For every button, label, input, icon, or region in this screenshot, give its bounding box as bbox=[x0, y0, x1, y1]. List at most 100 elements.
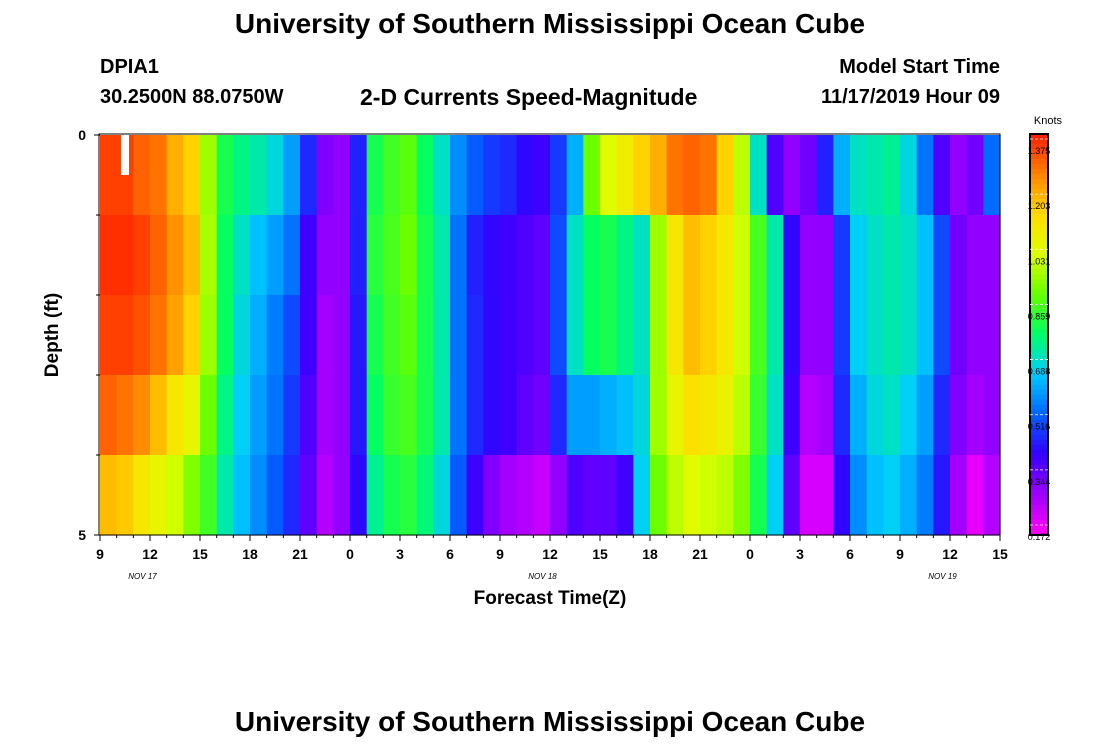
heatmap-cell bbox=[100, 215, 118, 296]
heatmap-cell bbox=[583, 455, 601, 536]
heatmap-cell bbox=[533, 295, 551, 376]
colorbar-segment bbox=[1030, 504, 1048, 511]
colorbar-segment bbox=[1030, 529, 1048, 536]
heatmap-cell bbox=[333, 215, 351, 296]
heatmap-cell bbox=[216, 375, 234, 456]
colorbar-segment bbox=[1030, 229, 1048, 235]
heatmap-cell bbox=[316, 455, 334, 536]
heatmap-cell bbox=[533, 375, 551, 456]
colorbar-segment bbox=[1030, 349, 1048, 356]
heatmap-cell bbox=[766, 295, 784, 376]
heatmap-cell bbox=[700, 135, 718, 216]
heatmap-cell bbox=[883, 135, 901, 216]
heatmap-cell bbox=[266, 375, 284, 456]
heatmap-cell bbox=[950, 375, 968, 456]
heatmap-cell bbox=[450, 135, 468, 216]
heatmap-cell bbox=[416, 135, 434, 216]
x-tick-label: 3 bbox=[396, 546, 404, 562]
heatmap-cell bbox=[516, 135, 534, 216]
heatmap-cell bbox=[883, 455, 901, 536]
heatmap-cell bbox=[816, 375, 834, 456]
heatmap-cell bbox=[383, 295, 401, 376]
heatmap-cell bbox=[733, 375, 751, 456]
colorbar-segment bbox=[1030, 514, 1048, 521]
colorbar-segment bbox=[1030, 174, 1048, 180]
heatmap-cell bbox=[683, 375, 701, 456]
heatmap-cell bbox=[483, 215, 501, 296]
heatmap-cell bbox=[416, 455, 434, 536]
date-label: NOV 17 bbox=[128, 572, 157, 581]
heatmap-cell bbox=[766, 135, 784, 216]
heatmap-cell bbox=[983, 215, 1001, 296]
colorbar-segment bbox=[1030, 429, 1048, 436]
heatmap-cell bbox=[800, 375, 818, 456]
heatmap-cell bbox=[216, 135, 234, 216]
colorbar-segment bbox=[1030, 234, 1048, 240]
heatmap-cell bbox=[900, 135, 918, 216]
heatmap-cell bbox=[350, 135, 368, 216]
heatmap-cell bbox=[500, 215, 518, 296]
heatmap-cell bbox=[783, 295, 801, 376]
station-coordinates: 30.2500N 88.0750W bbox=[100, 86, 284, 108]
heatmap-cell bbox=[683, 215, 701, 296]
heatmap-cell bbox=[200, 295, 218, 376]
heatmap-cell bbox=[183, 375, 201, 456]
heatmap-cell bbox=[650, 375, 668, 456]
heatmap-cell bbox=[700, 215, 718, 296]
heatmap-cell bbox=[600, 455, 618, 536]
heatmap-cell bbox=[833, 375, 851, 456]
x-tick-label: 15 bbox=[992, 546, 1008, 562]
heatmap-cell bbox=[183, 135, 201, 216]
heatmap-cell bbox=[666, 455, 684, 536]
heatmap-cell bbox=[250, 375, 268, 456]
colorbar-segment bbox=[1030, 304, 1048, 311]
heatmap-cell bbox=[116, 455, 134, 536]
colorbar-segment bbox=[1030, 244, 1048, 250]
heatmap-cell bbox=[100, 295, 118, 376]
colorbar-segment bbox=[1030, 314, 1048, 321]
heatmap-cell bbox=[800, 295, 818, 376]
heatmap-cell bbox=[416, 215, 434, 296]
heatmap-cell bbox=[683, 135, 701, 216]
axis-ticks: 9 12 15 18 21 0 3 6 9 12 15 18 21 0 3 6 9 12 15 NOV 17 NOV 1… bbox=[78, 127, 1008, 581]
colorbar-segment bbox=[1030, 354, 1048, 361]
colorbar-tick-label: 1.375 bbox=[1028, 146, 1051, 156]
heatmap-cell bbox=[266, 135, 284, 216]
heatmap-cell bbox=[200, 455, 218, 536]
heatmap-cell bbox=[916, 375, 934, 456]
heatmap-cell bbox=[516, 455, 534, 536]
colorbar-segment bbox=[1030, 409, 1048, 416]
heatmap-cell bbox=[183, 215, 201, 296]
missing-data-mark bbox=[121, 135, 129, 175]
heatmap-cell bbox=[483, 135, 501, 216]
colorbar-segment bbox=[1030, 199, 1048, 205]
heatmap-cell bbox=[433, 135, 451, 216]
heatmap-cell bbox=[466, 375, 484, 456]
heatmap-cell bbox=[366, 135, 384, 216]
heatmap-cell bbox=[650, 135, 668, 216]
colorbar-segment bbox=[1030, 214, 1048, 220]
heatmap-cell bbox=[383, 135, 401, 216]
heatmap-cell bbox=[816, 215, 834, 296]
heatmap-cell bbox=[600, 375, 618, 456]
station-id: DPIA1 bbox=[100, 56, 159, 78]
heatmap-cell bbox=[533, 215, 551, 296]
heatmap-cell bbox=[866, 215, 884, 296]
heatmap-cell bbox=[983, 455, 1001, 536]
x-tick-label: 18 bbox=[642, 546, 658, 562]
x-tick-label: 21 bbox=[292, 546, 308, 562]
heatmap-cell bbox=[150, 295, 168, 376]
heatmap-cell bbox=[833, 455, 851, 536]
heatmap-cell bbox=[866, 135, 884, 216]
colorbar-segment bbox=[1030, 404, 1048, 411]
x-tick-label: 12 bbox=[142, 546, 158, 562]
heatmap-cell bbox=[283, 455, 301, 536]
heatmap-cell bbox=[166, 375, 184, 456]
heatmap-cell bbox=[516, 295, 534, 376]
heatmap-cell bbox=[400, 375, 418, 456]
colorbar-segment bbox=[1030, 359, 1048, 366]
heatmap-cell bbox=[550, 135, 568, 216]
colorbar-segment bbox=[1030, 334, 1048, 341]
heatmap-cell bbox=[183, 455, 201, 536]
heatmap-cell bbox=[183, 295, 201, 376]
